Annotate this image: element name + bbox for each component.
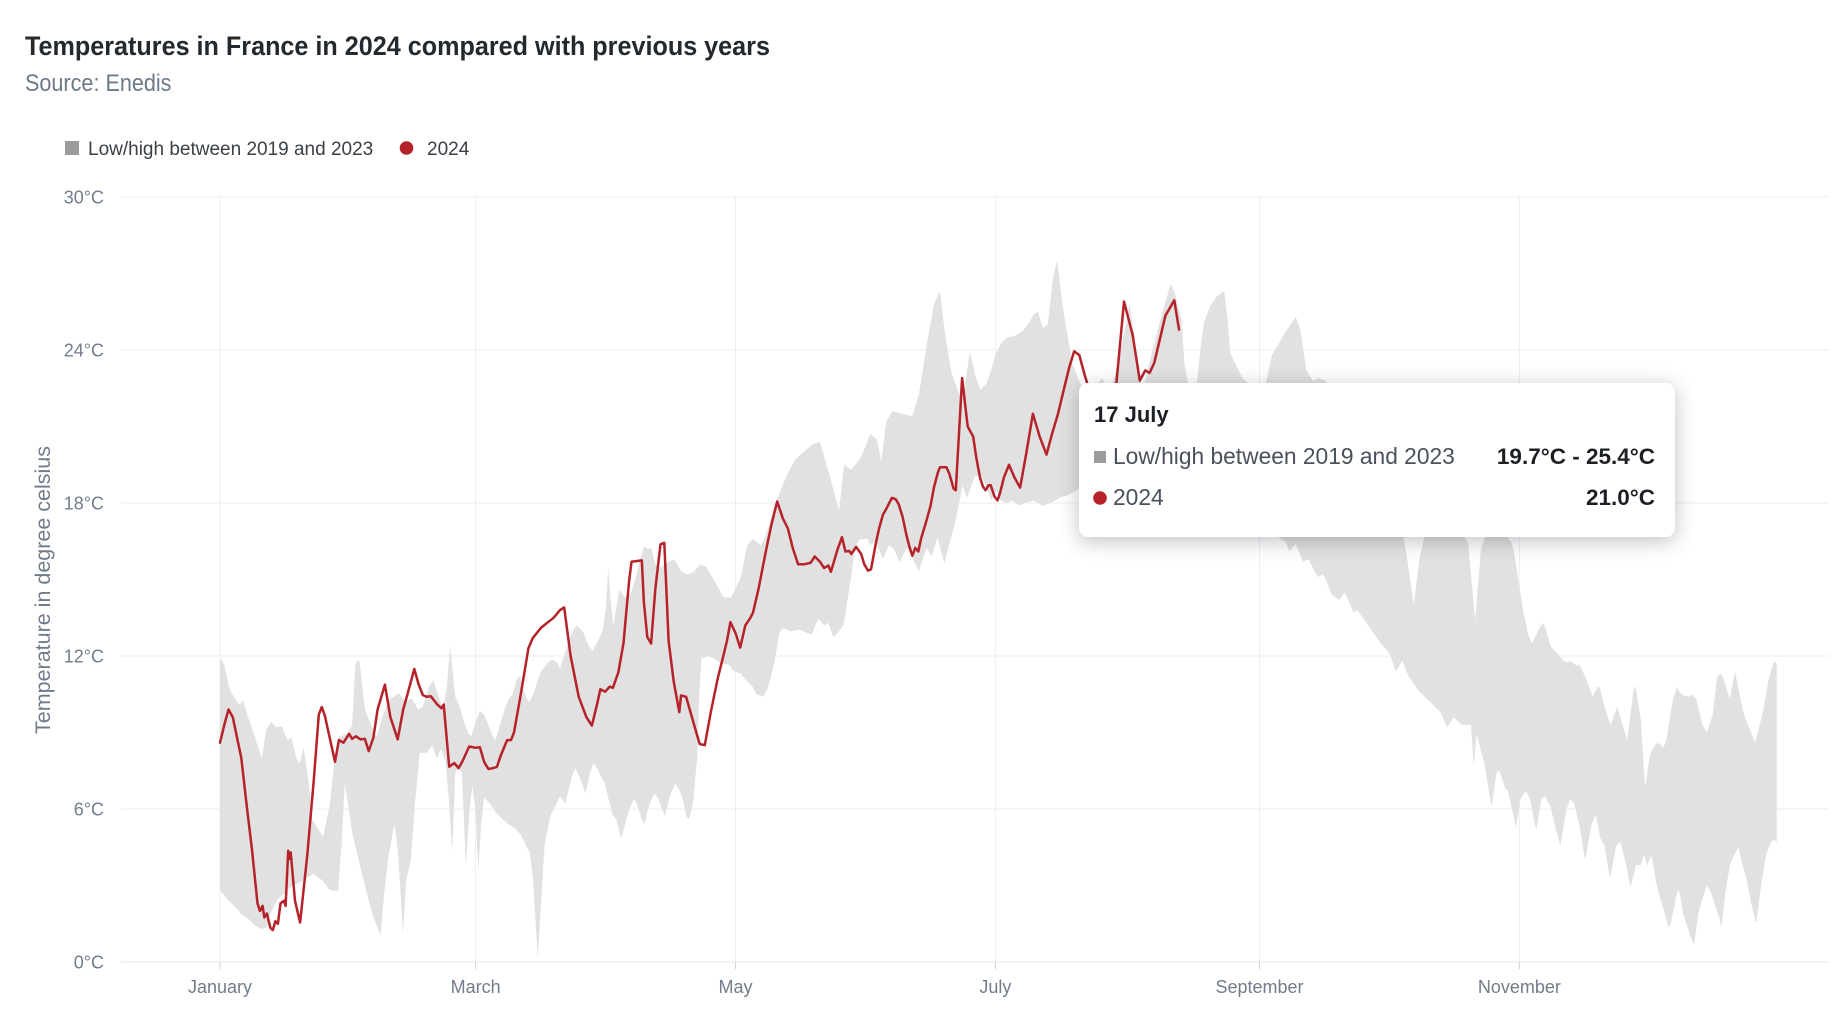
- svg-text:September: September: [1215, 977, 1303, 997]
- svg-text:6°C: 6°C: [74, 800, 104, 820]
- svg-text:24°C: 24°C: [64, 341, 104, 361]
- svg-text:May: May: [718, 977, 752, 997]
- svg-text:Temperature in degree celsius: Temperature in degree celsius: [31, 446, 55, 734]
- svg-text:November: November: [1478, 977, 1561, 997]
- svg-text:12°C: 12°C: [64, 647, 104, 667]
- svg-text:18°C: 18°C: [64, 494, 104, 514]
- svg-text:March: March: [451, 977, 501, 997]
- svg-text:January: January: [188, 977, 252, 997]
- svg-text:2024: 2024: [427, 139, 470, 160]
- svg-text:0°C: 0°C: [74, 953, 104, 973]
- svg-text:July: July: [979, 977, 1011, 997]
- svg-text:30°C: 30°C: [64, 188, 104, 208]
- svg-text:Low/high between 2019 and 2023: Low/high between 2019 and 2023: [88, 139, 373, 160]
